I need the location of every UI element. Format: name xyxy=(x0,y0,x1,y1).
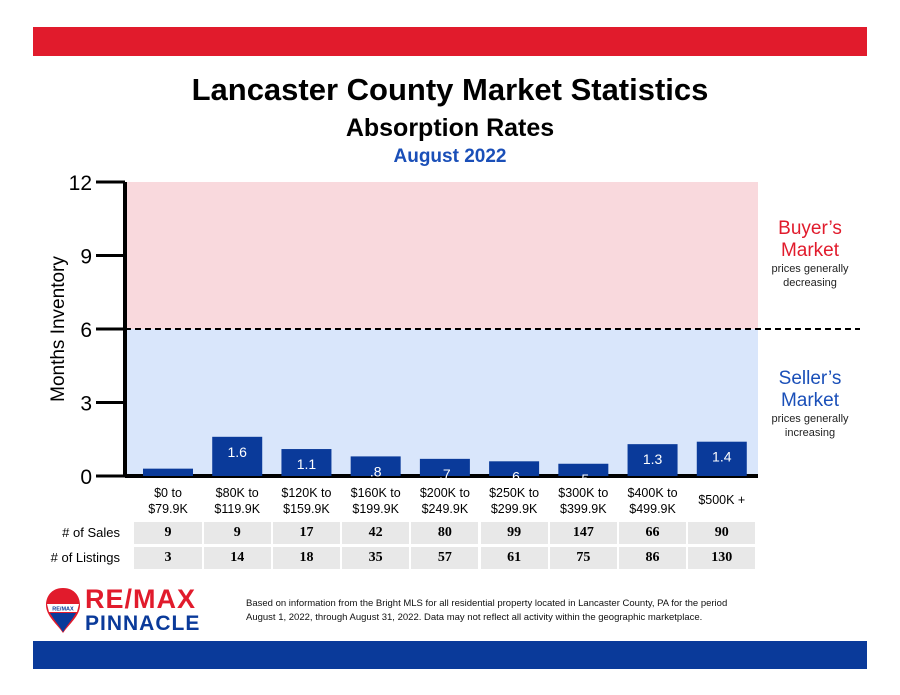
seller-market-label: Seller’s Market prices generally increas… xyxy=(750,368,870,440)
listings-cell: 14 xyxy=(203,547,271,569)
category-label: $200K to xyxy=(420,486,470,500)
y-tick-label: 12 xyxy=(69,172,92,195)
category-label: $400K to xyxy=(628,486,678,500)
bar-value-label: 1.6 xyxy=(227,444,247,460)
bottom-blue-bar xyxy=(33,641,867,669)
category-label: $79.9K xyxy=(148,502,188,516)
page-subtitle: Absorption Rates xyxy=(345,114,555,142)
bar xyxy=(212,436,263,476)
category-label: $199.9K xyxy=(352,502,399,516)
seller-title-line2: Market xyxy=(780,390,840,411)
bar xyxy=(143,468,193,476)
category-label: $250K to xyxy=(489,486,539,500)
absorption-chart: 0 3 6 9 12 Months Inventory .3$0 to $79.9K 1.6 $8… xyxy=(48,172,860,516)
seller-note-line2: increasing xyxy=(784,427,836,439)
sales-cell: 80 xyxy=(411,522,479,544)
source-footnote: Based on information from the Bright MLS… xyxy=(246,597,866,625)
buyer-market-label: Buyer’s Market prices generally decreasi… xyxy=(750,218,870,290)
seller-title-line1: Seller’s xyxy=(778,368,842,389)
report-period: August 2022 xyxy=(393,146,507,167)
buyer-zone xyxy=(125,182,758,329)
bar-value-label: .3 xyxy=(162,476,174,492)
buyer-note-line1: prices generally xyxy=(771,263,849,275)
sales-cell: 147 xyxy=(549,522,617,544)
sales-cell: 9 xyxy=(134,522,202,544)
category-label: $159.9K xyxy=(283,502,330,516)
bar xyxy=(419,458,470,476)
logo-remax-text: RE/MAX xyxy=(85,584,197,614)
bar-value-label: 1.3 xyxy=(643,451,663,467)
category-label: $499.9K xyxy=(629,502,676,516)
category-label: $0 to xyxy=(154,486,182,500)
footnote-line1: Based on information from the Bright MLS… xyxy=(246,598,728,609)
sales-cell: 42 xyxy=(342,522,410,544)
sales-cell: 9 xyxy=(203,522,271,544)
listings-cell: 3 xyxy=(134,547,202,569)
listings-row-label: # of Listings xyxy=(50,550,120,565)
bar xyxy=(627,444,678,476)
listings-cell: 130 xyxy=(688,547,756,569)
category-label: $120K to xyxy=(281,486,331,500)
bar xyxy=(489,461,540,476)
footnote-line2: August 1, 2022, through August 31, 2022.… xyxy=(246,612,703,623)
category-label: $300K to xyxy=(558,486,608,500)
balloon-icon: RE/MAX xyxy=(46,588,80,633)
listings-cell: 86 xyxy=(618,547,687,569)
category-label: $249.9K xyxy=(422,502,469,516)
sales-cell: 90 xyxy=(688,522,756,544)
category-label: $160K to xyxy=(351,486,401,500)
y-tick-label: 6 xyxy=(80,319,92,342)
listings-cell: 75 xyxy=(549,547,617,569)
listings-cell: 61 xyxy=(480,547,548,569)
sales-cell: 99 xyxy=(480,522,548,544)
category-label: $399.9K xyxy=(560,502,607,516)
bar-value-label: 1.4 xyxy=(712,449,732,465)
bar-value-label: .7 xyxy=(439,466,451,482)
bar xyxy=(350,456,401,476)
y-axis-label: Months Inventory xyxy=(48,256,69,402)
y-tick-label: 9 xyxy=(80,246,92,269)
bar-value-label: .8 xyxy=(370,463,382,479)
balloon-text: RE/MAX xyxy=(52,607,74,613)
sales-cell: 17 xyxy=(272,522,341,544)
bar xyxy=(696,441,747,476)
buyer-title-line2: Market xyxy=(780,240,840,261)
seller-note-line1: prices generally xyxy=(771,413,849,425)
bar-value-label: 1.1 xyxy=(297,456,317,472)
buyer-note-line2: decreasing xyxy=(783,277,837,289)
sales-cell: 66 xyxy=(618,522,687,544)
y-tick-label: 0 xyxy=(80,466,92,489)
buyer-title-line1: Buyer’s xyxy=(778,218,842,239)
bar-value-label: .5 xyxy=(577,471,589,487)
page-title: Lancaster County Market Statistics xyxy=(191,72,709,107)
category-label: $80K to xyxy=(216,486,259,500)
category-label: $299.9K xyxy=(491,502,538,516)
listings-cell: 35 xyxy=(342,547,410,569)
listings-cell: 18 xyxy=(272,547,341,569)
bar xyxy=(281,449,332,476)
y-tick-label: 3 xyxy=(80,393,92,416)
bar-value-label: .6 xyxy=(508,468,520,484)
category-label: $119.9K xyxy=(214,502,260,516)
listings-cell: 57 xyxy=(411,547,479,569)
category-label: $500K + xyxy=(698,493,745,507)
bar xyxy=(558,463,609,476)
sales-row-label: # of Sales xyxy=(62,525,120,540)
top-red-bar xyxy=(33,27,867,56)
logo-pinnacle-text: PINNACLE xyxy=(85,612,201,635)
